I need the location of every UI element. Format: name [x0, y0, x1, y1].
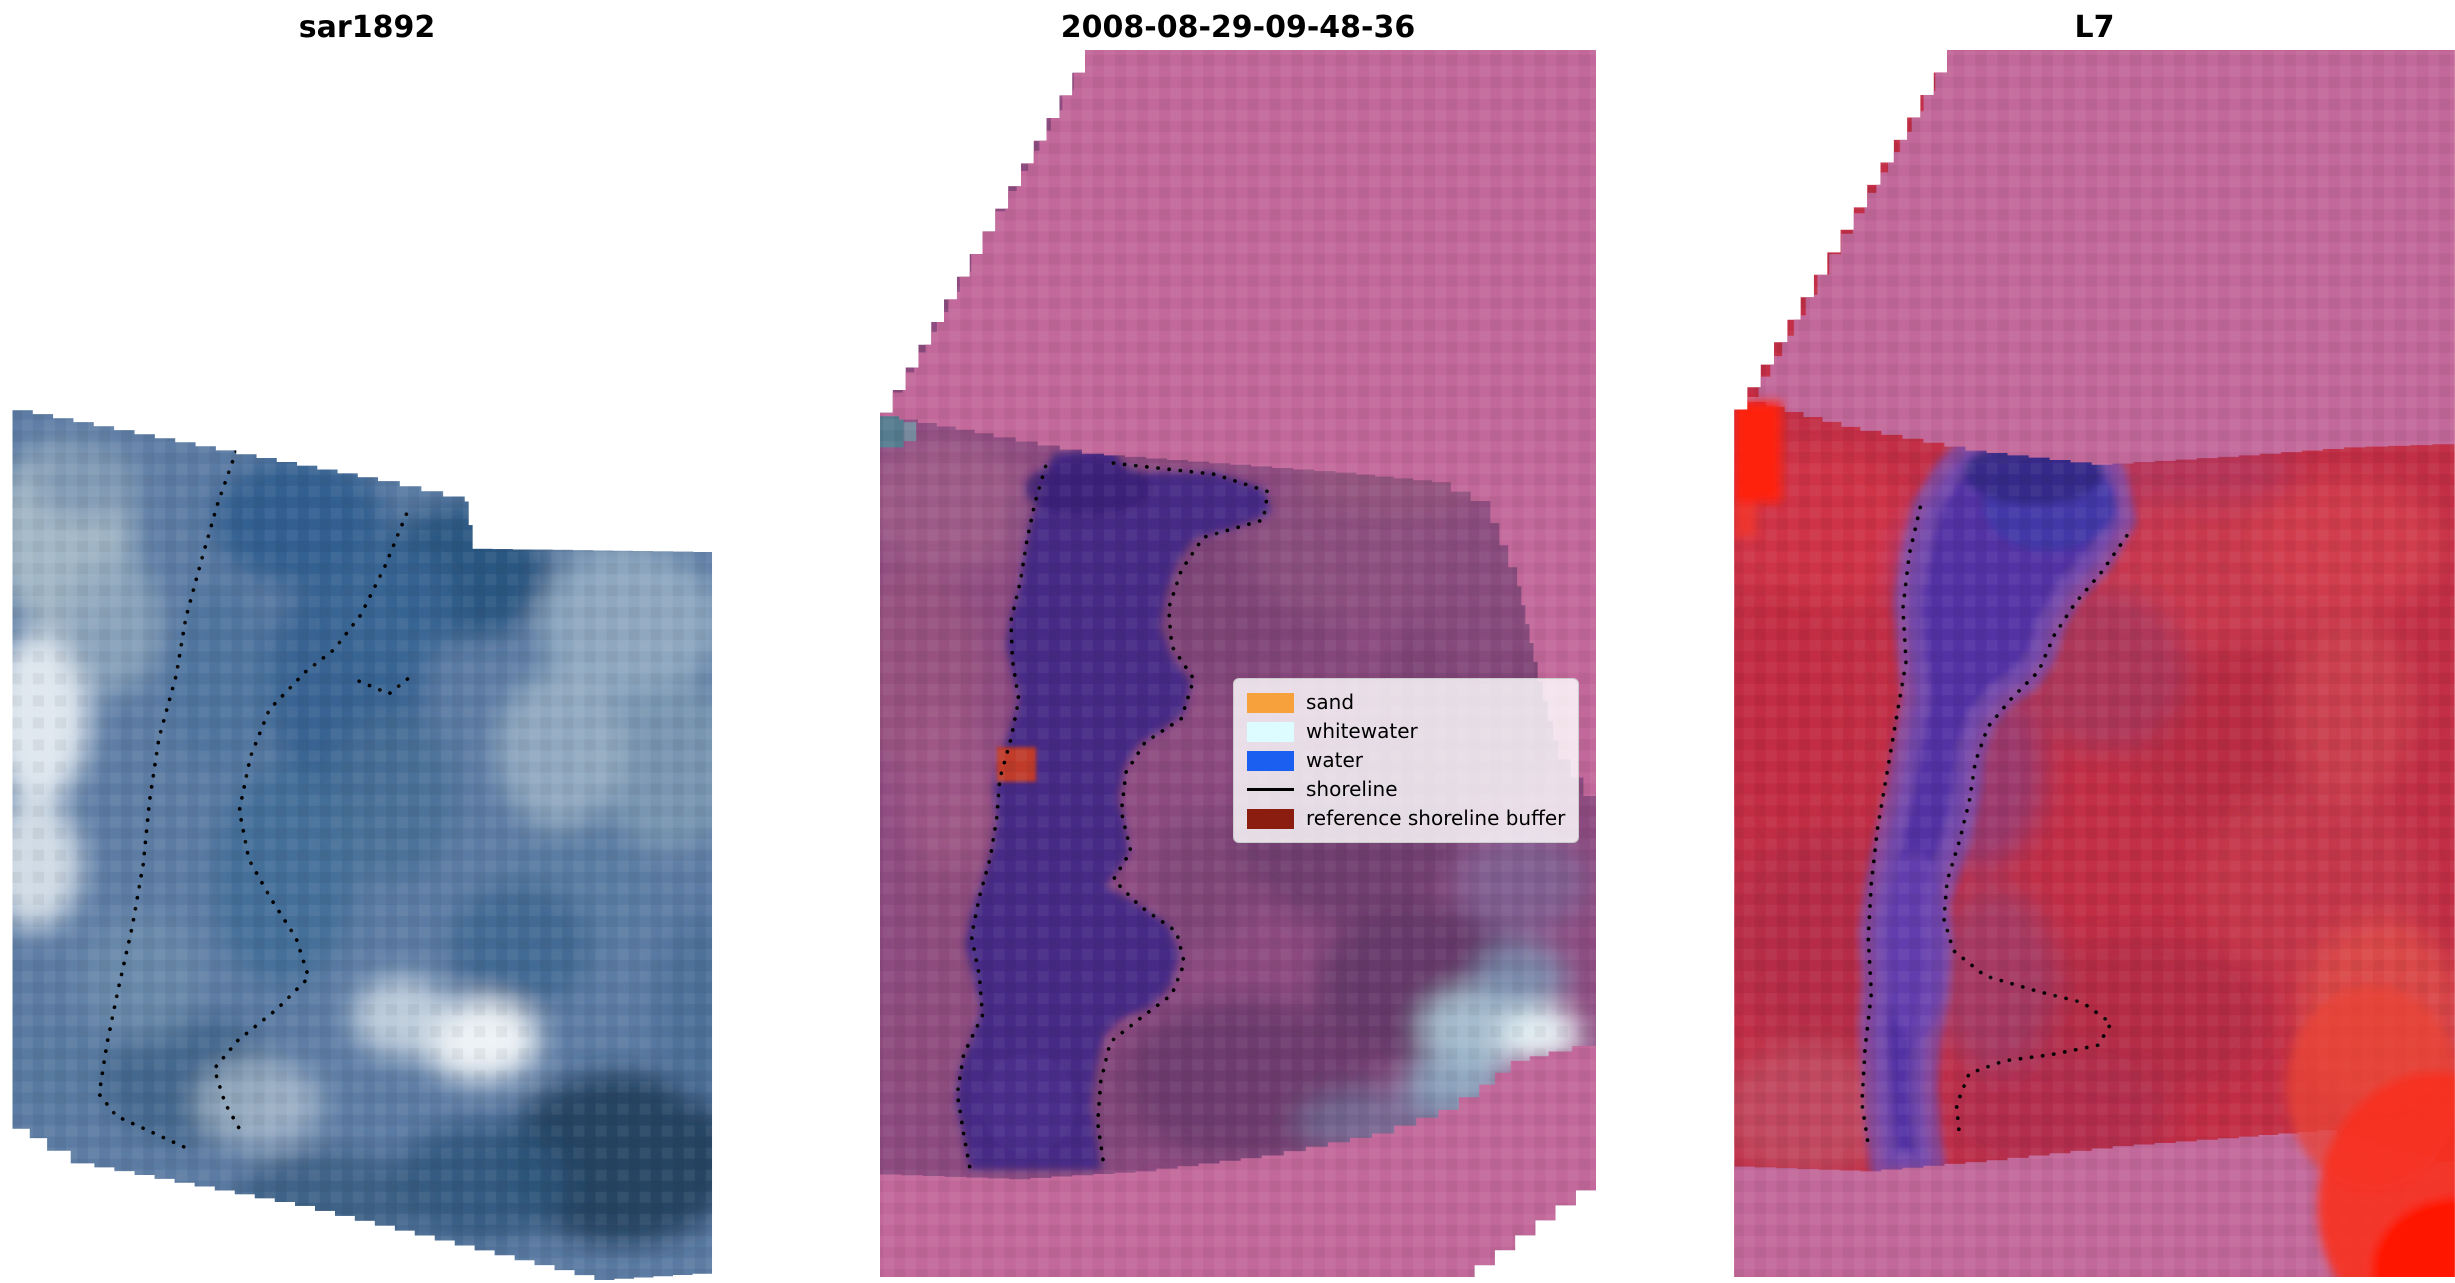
legend-swatch-patch	[1247, 750, 1294, 771]
panel-image-l7	[1734, 50, 2455, 1277]
panel-image-classified	[880, 50, 1596, 1277]
legend-label: whitewater	[1306, 719, 1418, 743]
legend-item-shoreline: shoreline	[1247, 775, 1565, 804]
legend-item-whitewater: whitewater	[1247, 717, 1565, 746]
panel-title-date: 2008-08-29-09-48-36	[1060, 10, 1416, 45]
legend: sand whitewater water shoreline reference sh…	[1233, 678, 1580, 843]
legend-swatch-patch	[1247, 692, 1294, 713]
legend-label: shoreline	[1306, 777, 1398, 801]
legend-item-sand: sand	[1247, 688, 1565, 717]
legend-swatch-patch	[1247, 721, 1294, 742]
legend-swatch-patch	[1247, 808, 1294, 829]
legend-label: water	[1306, 748, 1363, 772]
legend-label: sand	[1306, 690, 1355, 714]
panel-title-l7: L7	[2074, 10, 2115, 45]
legend-item-water: water	[1247, 746, 1565, 775]
panel-image-sar1892	[12, 410, 713, 1280]
legend-swatch-line	[1247, 788, 1294, 791]
bright-red-patches	[1734, 401, 2455, 1277]
panel-title-sar1892: sar1892	[298, 10, 436, 45]
legend-item-reference-shoreline-buffer: reference shoreline buffer	[1247, 804, 1565, 833]
legend-label: reference shoreline buffer	[1306, 806, 1566, 830]
